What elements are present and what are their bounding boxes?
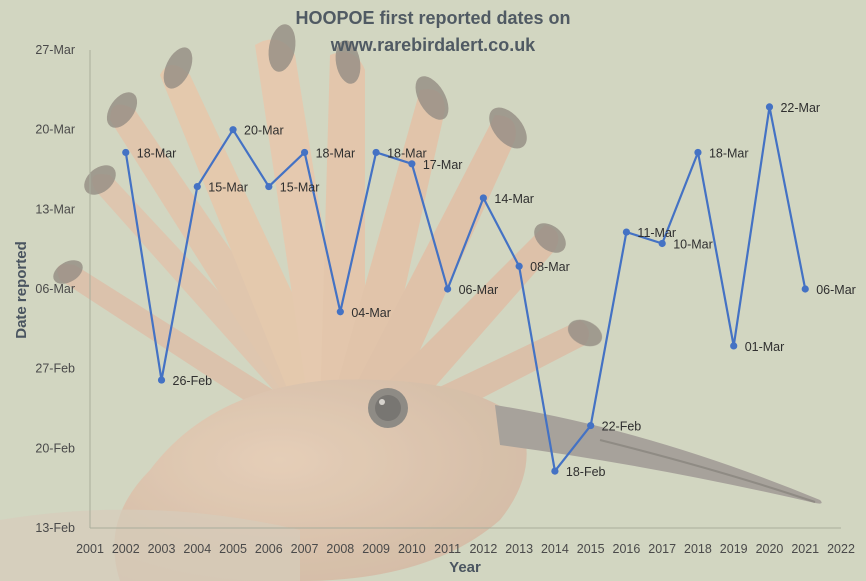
x-tick-label: 2005 [219,542,247,556]
data-label: 11-Mar [637,226,676,240]
y-tick-label: 27-Feb [35,362,75,376]
x-tick-label: 2017 [648,542,676,556]
series-line [124,105,807,473]
data-label: 06-Mar [459,283,499,297]
data-point [444,285,452,293]
data-label: 22-Mar [780,101,820,115]
data-point [479,194,487,202]
x-tick-label: 2008 [326,542,354,556]
x-tick-label: 2014 [541,542,569,556]
data-point [515,262,523,270]
data-label: 18-Mar [709,146,749,160]
data-point [694,148,702,157]
data-point [372,148,380,157]
data-label: 18-Feb [566,465,606,479]
data-point [300,148,309,157]
x-tick-label: 2006 [255,542,283,556]
hoopoe-photo-backdrop [0,24,822,581]
x-tick-label: 2011 [434,542,461,556]
x-tick-label: 2004 [183,542,211,556]
data-label: 08-Mar [530,260,570,274]
data-label: 04-Mar [351,306,391,320]
x-tick-label: 2007 [291,542,319,556]
data-label: 18-Mar [137,146,177,160]
x-tick-label: 2015 [577,542,605,556]
data-point [730,342,738,350]
y-tick-label: 13-Feb [35,521,75,535]
data-label: 15-Mar [208,181,248,195]
data-point [229,126,237,134]
crest-feather-tips [53,24,603,347]
data-label: 17-Mar [423,158,463,172]
y-tick-label: 20-Feb [35,441,75,455]
x-tick-label: 2009 [362,542,390,556]
chart-title-line-2: www.rarebirdalert.co.uk [330,35,536,55]
data-point [157,376,166,384]
x-tick-label: 2001 [76,542,104,556]
data-label: 10-Mar [673,237,713,251]
y-tick-label: 27-Mar [35,43,75,57]
x-tick-label: 2010 [398,542,426,556]
data-label: 26-Feb [173,374,213,388]
data-label: 22-Feb [602,420,642,434]
x-tick-label: 2016 [613,542,641,556]
data-point [551,467,559,475]
data-point [265,182,273,191]
x-tick-label: 2022 [827,542,855,556]
data-point [336,308,344,316]
data-label: 06-Mar [816,283,856,297]
y-tick-label: 13-Mar [35,202,75,216]
x-tick-label: 2003 [148,542,176,556]
y-axis-title: Date reported [13,241,30,339]
x-axis-title: Year [449,559,481,576]
data-label-layer: 18-Mar 26-Feb 15-Mar 20-Mar 15-Mar 18-Mar 04-M… [137,101,856,479]
data-label: 15-Mar [280,181,320,195]
data-label: 14-Mar [494,192,534,206]
series-layer [122,103,809,475]
data-label: 18-Mar [316,146,356,160]
data-point [622,228,631,236]
data-point [587,421,595,430]
data-label: 18-Mar [387,146,427,160]
x-tick-label: 2020 [756,542,784,556]
x-tick-label: 2002 [112,542,140,556]
y-axis: 13-Feb 20-Feb 27-Feb 06-Mar 13-Mar 20-Mar 27-M… [35,43,91,535]
data-point [658,239,666,248]
data-point [801,285,809,293]
x-tick-label: 2019 [720,542,748,556]
data-point [408,160,416,168]
data-point [765,103,774,111]
data-point [122,148,130,157]
y-tick-label: 06-Mar [35,282,75,296]
data-label: 20-Mar [244,124,284,138]
chart-title-line-1: HOOPOE first reported dates on [295,8,570,28]
x-tick-label: 2018 [684,542,712,556]
x-axis: 2001 2002 2003 2004 2005 2006 2007 2008 2009 2010… [76,527,855,556]
x-tick-label: 2021 [791,542,819,556]
y-tick-label: 20-Mar [35,123,75,137]
data-point [193,182,201,191]
data-label: 01-Mar [745,340,785,354]
x-tick-label: 2013 [505,542,533,556]
x-tick-label: 2012 [469,542,497,556]
